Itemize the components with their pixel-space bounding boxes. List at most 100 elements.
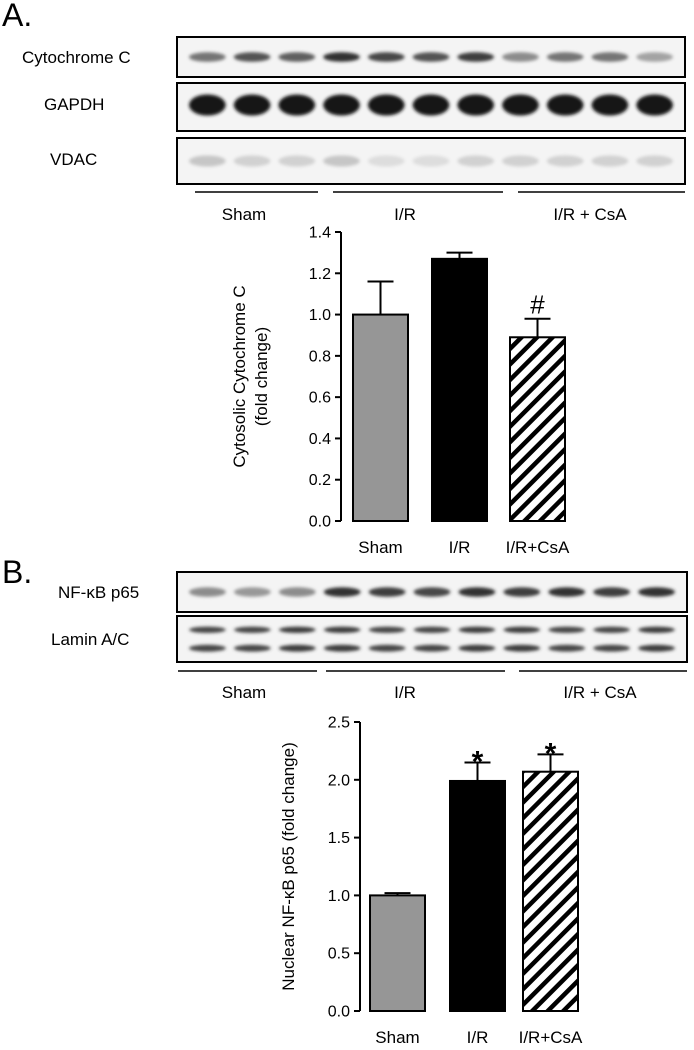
blot-a-1-band [278, 94, 316, 116]
panel-a-letter: A. [2, 0, 32, 33]
blot-label-cytochrome-c: Cytochrome C [22, 48, 131, 67]
blot-b-1-band-lower [593, 644, 631, 652]
significance-marker: * [472, 745, 484, 778]
significance-marker: * [545, 737, 557, 770]
blot-a-1-band [591, 94, 629, 116]
blot-a-2-band [636, 155, 673, 167]
blot-label-vdac: VDAC [50, 150, 97, 169]
blot-a-2-band [457, 155, 495, 167]
blot-a-1-band [546, 94, 584, 116]
blot-b-1-frame [176, 615, 688, 663]
panel-b-blots [176, 571, 688, 663]
blot-b-1-band-upper [233, 626, 271, 633]
y-tick-label: 1.0 [328, 888, 350, 905]
x-category-label: Sham [358, 538, 402, 557]
blot-b-0-band [368, 587, 406, 597]
blot-a-2-band [367, 155, 405, 167]
blot-label-gapdh: GAPDH [44, 95, 104, 114]
blot-a-0-band [189, 52, 226, 62]
blot-b-0-band [413, 587, 451, 597]
blot-a-0-band [591, 52, 629, 62]
y-axis-title: Nuclear NF-κB p65 (fold change) [279, 742, 298, 991]
blot-label-lamin-ac: Lamin A/C [51, 630, 129, 649]
blot-a-2-band [502, 155, 539, 167]
x-category-label: I/R+CsA [506, 538, 570, 557]
blot-b-0-band [593, 587, 631, 597]
blot-a-1-band [233, 94, 271, 116]
blot-a-2-band [591, 155, 629, 167]
y-tick-label: 0.2 [309, 472, 331, 489]
bar-i-r [431, 257, 488, 522]
blot-b-1-band-upper [458, 626, 496, 633]
blot-b-0-band [278, 587, 316, 597]
blot-a-0-band [278, 52, 316, 62]
blot-b-0-band [233, 587, 271, 597]
bar-sham [352, 313, 409, 523]
blot-a-1-band [502, 94, 539, 116]
blot-b-0-band [638, 587, 675, 597]
blot-b-0-band [323, 587, 361, 597]
y-axis-title: Cytosolic Cytochrome C [230, 285, 249, 467]
blot-a-1-band [457, 94, 495, 116]
blot-a-2-band [189, 155, 226, 167]
panel-b-group-ir: I/R [394, 683, 416, 702]
blot-a-1-band [323, 94, 360, 116]
blot-a-2-band [278, 155, 316, 167]
blot-b-1-band-lower [189, 644, 226, 652]
y-tick-label: 1.4 [309, 225, 331, 242]
blot-label-nf-kb-p65: NF-κB p65 [58, 583, 139, 602]
blot-b-1-band-upper [323, 626, 361, 633]
panel-b-group-sham: Sham [222, 683, 266, 702]
blot-a-1-band [189, 94, 226, 116]
blot-a-2-band [323, 155, 360, 167]
blot-a-0-band [502, 52, 539, 62]
blot-b-0-band [503, 587, 541, 597]
chart-nuclear-nf-kb-p65: 0.0 0.5 1.0 1.5 2.0 2.5 Nuclear NF-κB p65 (fol… [279, 715, 583, 1048]
blot-a-0-band [367, 52, 405, 62]
y-tick-label: 0.5 [328, 946, 350, 963]
panel-a-group-ir-csa: I/R + CsA [553, 205, 627, 224]
y-tick-label: 2.0 [328, 772, 350, 789]
blot-a-0-band [636, 52, 673, 62]
blot-a-1-band [412, 94, 450, 116]
blot-a-2-band [412, 155, 450, 167]
x-category-label: I/R [449, 538, 471, 557]
blot-b-0-band [189, 587, 226, 597]
blot-b-0-band [548, 587, 586, 597]
y-tick-label: 1.5 [328, 830, 350, 847]
blot-b-1-band-lower [278, 644, 316, 652]
blot-a-1 [176, 82, 686, 132]
blot-a-1-band [367, 94, 405, 116]
y-tick-label: 0.0 [309, 514, 331, 531]
blot-a-2 [176, 137, 686, 185]
blot-b-1-band-upper [368, 626, 406, 633]
blot-b-0-band [458, 587, 496, 597]
y-tick-label: 0.4 [309, 431, 331, 448]
chart-cytosolic-cytochrome-c: 0.0 0.2 0.4 0.6 0.8 1.0 1.2 1.4 Cytosolic Cytoch… [230, 225, 570, 558]
blot-b-1 [176, 615, 688, 663]
panel-a-blots [176, 36, 686, 185]
x-category-label: I/R+CsA [519, 1028, 583, 1047]
y-tick-label: 1.2 [309, 266, 331, 283]
blot-a-2-band [233, 155, 271, 167]
bar-sham [369, 894, 426, 1013]
panel-a-group-ir: I/R [394, 205, 416, 224]
blot-a-1-band [636, 94, 673, 116]
blot-b-1-band-lower [233, 644, 271, 652]
x-category-label: Sham [375, 1028, 419, 1047]
blot-b-1-band-lower [368, 644, 406, 652]
blot-a-2-band [546, 155, 584, 167]
blot-b-1-band-lower [548, 644, 586, 652]
significance-marker: # [530, 290, 545, 320]
blot-b-1-band-upper [278, 626, 316, 633]
blot-b-1-band-upper [189, 626, 226, 633]
panel-b-letter: B. [2, 554, 32, 590]
blot-b-1-band-upper [593, 626, 631, 633]
x-category-label: I/R [467, 1028, 489, 1047]
panel-b-group-ir-csa: I/R + CsA [563, 683, 637, 702]
blot-b-1-band-upper [503, 626, 541, 633]
blot-b-1-band-lower [503, 644, 541, 652]
blot-b-1-band-upper [413, 626, 451, 633]
blot-b-1-band-lower [413, 644, 451, 652]
y-tick-label: 0.6 [309, 390, 331, 407]
